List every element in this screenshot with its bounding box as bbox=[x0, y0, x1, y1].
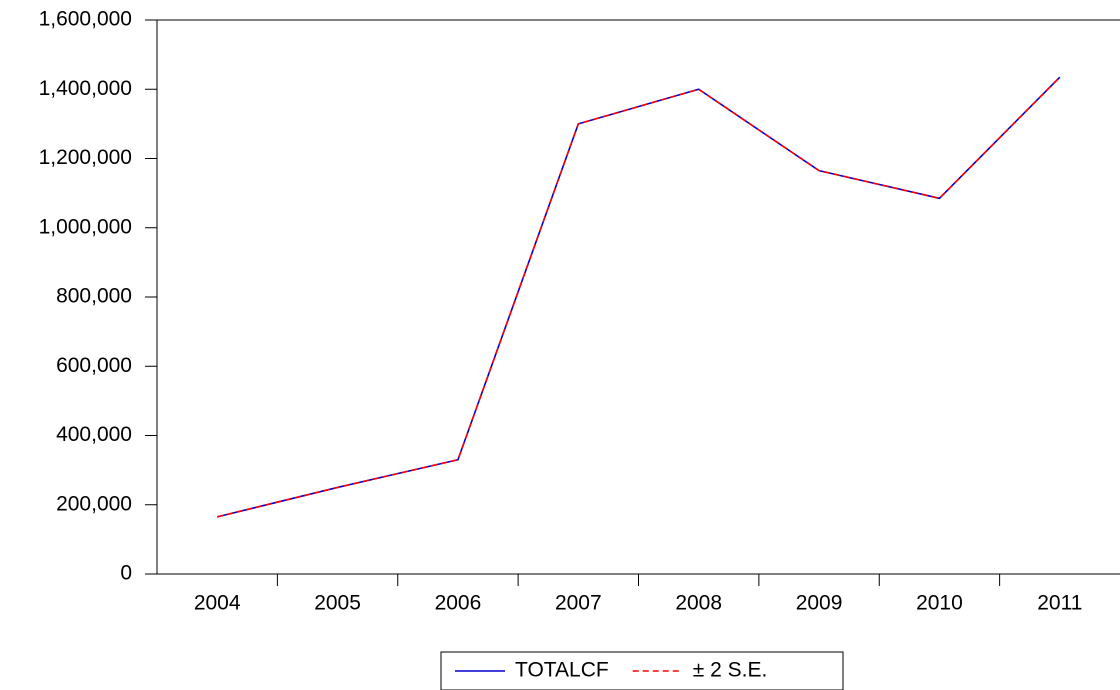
legend-label: ± 2 S.E. bbox=[693, 659, 768, 682]
y-tick-label: 1,000,000 bbox=[39, 215, 132, 238]
y-tick-label: 0 bbox=[120, 562, 132, 585]
y-tick-label: 400,000 bbox=[56, 423, 132, 446]
y-tick-label: 1,400,000 bbox=[39, 77, 132, 100]
y-tick-label: 800,000 bbox=[56, 285, 132, 308]
x-tick-label: 2007 bbox=[555, 592, 602, 615]
y-tick-label: 600,000 bbox=[56, 354, 132, 377]
x-tick-label: 2009 bbox=[796, 592, 843, 615]
x-tick-label: 2010 bbox=[916, 592, 963, 615]
x-tick-label: 2008 bbox=[675, 592, 722, 615]
y-tick-label: 200,000 bbox=[56, 492, 132, 515]
x-tick-label: 2011 bbox=[1037, 592, 1082, 615]
series-line bbox=[216, 76, 1061, 518]
series-line bbox=[216, 76, 1061, 518]
y-tick-label: 1,600,000 bbox=[39, 8, 132, 31]
x-tick-label: 2006 bbox=[435, 592, 482, 615]
legend-label: TOTALCF bbox=[515, 659, 609, 682]
x-tick-label: 2005 bbox=[314, 592, 361, 615]
y-tick-label: 1,200,000 bbox=[39, 146, 132, 169]
legend-box bbox=[440, 651, 844, 690]
x-tick-label: 2004 bbox=[194, 592, 241, 615]
